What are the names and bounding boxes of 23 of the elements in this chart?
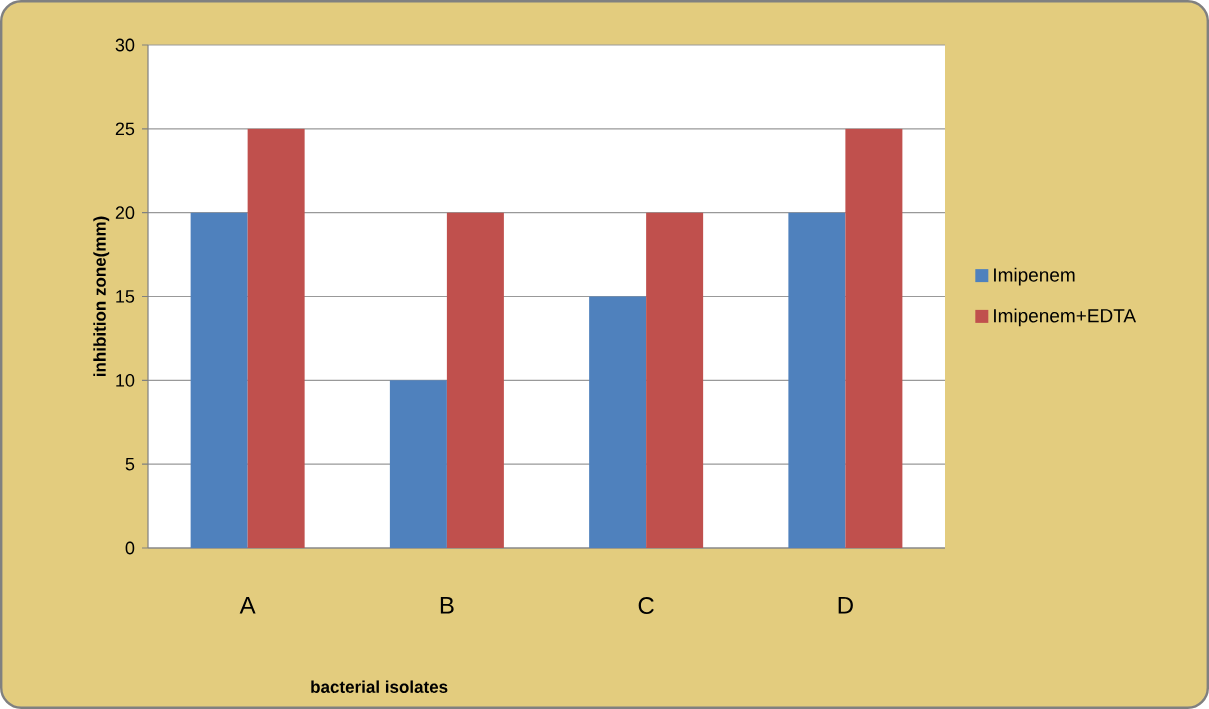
y-tick-label: 20 xyxy=(115,206,135,220)
x-tick-label: B xyxy=(440,597,454,614)
bar xyxy=(845,128,903,548)
y-tick-label: 25 xyxy=(115,122,135,136)
bar xyxy=(646,212,704,548)
y-axis-title: inhibition zone(mm) xyxy=(93,216,110,377)
x-axis-title: bacterial isolates xyxy=(311,680,448,693)
y-tick-label: 10 xyxy=(116,373,135,387)
y-tick-label: 5 xyxy=(125,457,135,471)
x-tick-label: A xyxy=(239,597,256,614)
legend-label: Imipenem xyxy=(994,267,1075,286)
x-tick-label: D xyxy=(838,597,853,614)
y-tick-label: 0 xyxy=(125,541,135,555)
y-tick-label: 15 xyxy=(116,290,135,303)
y-tick-label: 30 xyxy=(115,38,135,52)
bar xyxy=(190,212,248,548)
bar xyxy=(446,212,504,548)
bar xyxy=(389,380,447,548)
bar xyxy=(788,212,846,548)
bar xyxy=(247,128,305,548)
x-tick-label: C xyxy=(638,597,654,615)
legend-label: Imipenem+EDTA xyxy=(994,308,1137,327)
bar xyxy=(589,296,647,548)
